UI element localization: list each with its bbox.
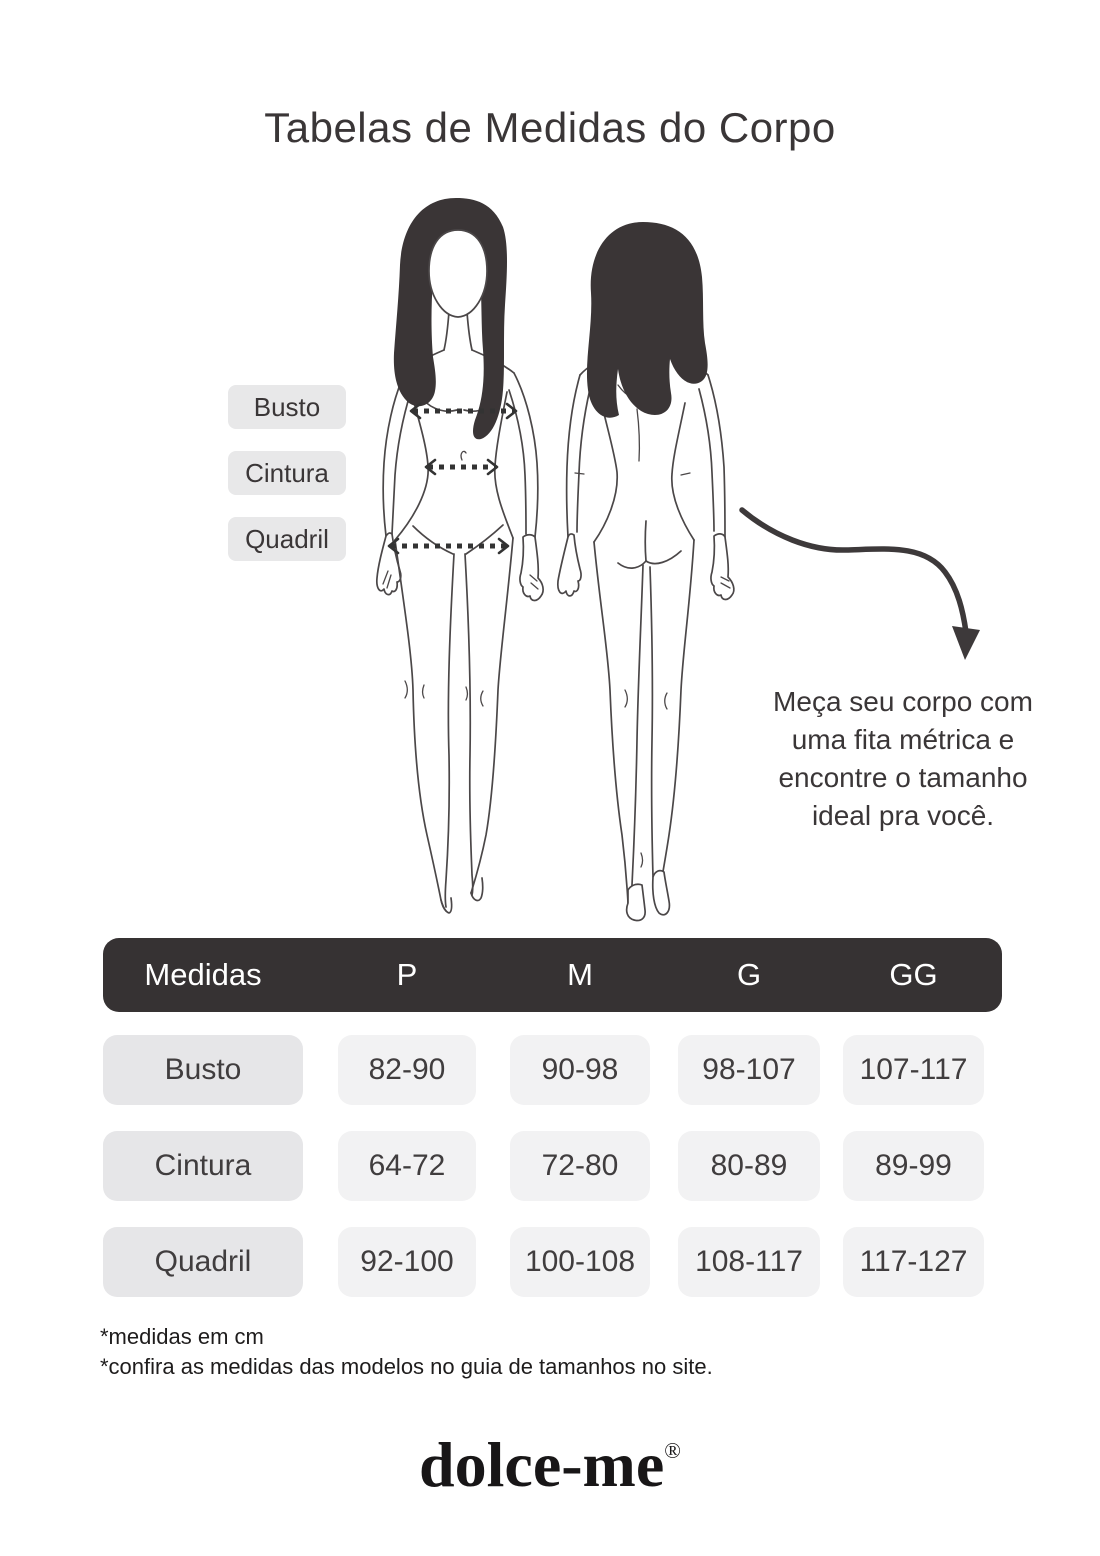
table-row: Busto 82-90 90-98 98-107 107-117	[103, 1035, 1002, 1105]
curved-arrow-icon	[742, 510, 980, 660]
footnote-line: *medidas em cm	[100, 1322, 713, 1352]
instruction-line: uma fita métrica e	[752, 721, 1054, 759]
table-header-cell: P	[338, 938, 476, 1012]
size-table-header: Medidas P M G GG	[103, 938, 1002, 1012]
instruction-line: Meça seu corpo com	[752, 683, 1054, 721]
waist-measure-line	[426, 460, 497, 474]
front-figure-illustration	[377, 198, 543, 913]
footnote-line: *confira as medidas das modelos no guia …	[100, 1352, 713, 1382]
instruction-text: Meça seu corpo com uma fita métrica e en…	[752, 683, 1054, 835]
size-value-cell: 108-117	[678, 1227, 820, 1297]
instruction-line: encontre o tamanho	[752, 759, 1054, 797]
table-header-cell: GG	[843, 938, 984, 1012]
front-face	[429, 230, 487, 317]
back-hair	[587, 222, 708, 418]
measure-label-cell: Cintura	[103, 1131, 303, 1201]
measurement-tag-label: Quadril	[245, 524, 329, 555]
measure-label-cell: Quadril	[103, 1227, 303, 1297]
table-row: Quadril 92-100 100-108 108-117 117-127	[103, 1227, 1002, 1297]
back-figure-illustration	[558, 222, 734, 921]
size-value-cell: 98-107	[678, 1035, 820, 1105]
footnotes: *medidas em cm *confira as medidas das m…	[100, 1322, 713, 1382]
size-value-cell: 117-127	[843, 1227, 984, 1297]
size-value-cell: 100-108	[510, 1227, 650, 1297]
instruction-line: ideal pra você.	[752, 797, 1054, 835]
size-value-cell: 89-99	[843, 1131, 984, 1201]
size-value-cell: 82-90	[338, 1035, 476, 1105]
table-header-cell: Medidas	[103, 938, 303, 1012]
size-value-cell: 80-89	[678, 1131, 820, 1201]
registered-trademark-icon: ®	[664, 1438, 681, 1463]
table-header-cell: M	[510, 938, 650, 1012]
page-title: Tabelas de Medidas do Corpo	[0, 104, 1100, 152]
size-value-cell: 90-98	[510, 1035, 650, 1105]
measurement-tag-label: Busto	[254, 392, 321, 423]
table-row: Cintura 64-72 72-80 80-89 89-99	[103, 1131, 1002, 1201]
brand-name: dolce-me	[419, 1429, 664, 1500]
measure-label-cell: Busto	[103, 1035, 303, 1105]
size-value-cell: 72-80	[510, 1131, 650, 1201]
table-header-cell: G	[678, 938, 820, 1012]
size-table: Medidas P M G GG Busto 82-90 90-98 98-10…	[103, 938, 1002, 1297]
measurement-tag-label: Cintura	[245, 458, 329, 489]
size-guide-page: Tabelas de Medidas do Corpo Busto Cintur…	[0, 0, 1100, 1556]
size-value-cell: 107-117	[843, 1035, 984, 1105]
size-value-cell: 92-100	[338, 1227, 476, 1297]
brand-logo: dolce-me®	[0, 1428, 1100, 1502]
size-value-cell: 64-72	[338, 1131, 476, 1201]
